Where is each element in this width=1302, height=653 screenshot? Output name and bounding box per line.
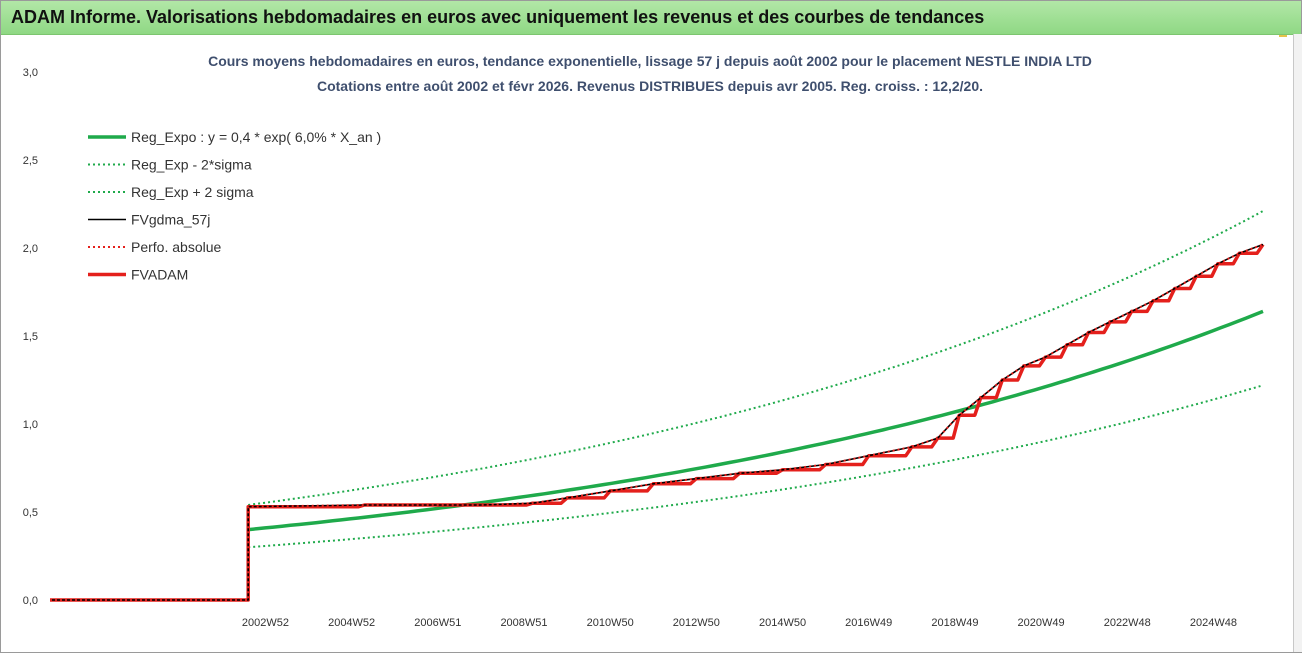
window-title: ADAM Informe. Valorisations hebdomadaire…	[11, 7, 985, 27]
y-tick-label: 1,0	[23, 419, 38, 431]
y-tick-label: 3,0	[23, 67, 38, 79]
series-line-5	[50, 243, 1265, 602]
legend-label: Reg_Expo : y = 0,4 * exp( 6,0% * X_an )	[131, 129, 381, 145]
legend-label: Reg_Exp + 2 sigma	[131, 184, 254, 200]
x-tick-label: 2020W49	[1018, 617, 1065, 629]
x-tick-label: 2010W50	[587, 617, 634, 629]
chart-area: Cours moyens hebdomadaires en euros, ten…	[23, 53, 1265, 629]
y-tick-label: 2,0	[23, 243, 38, 255]
x-tick-label: 2012W50	[673, 617, 720, 629]
corner-marker	[1279, 35, 1287, 37]
x-tick-label: 2008W51	[500, 617, 547, 629]
legend-label: Reg_Exp - 2*sigma	[131, 157, 252, 173]
series-line-1	[248, 384, 1264, 549]
x-tick-label: 2002W52	[242, 617, 289, 629]
y-tick-label: 1,5	[23, 331, 38, 343]
scrollbar-strip[interactable]	[1293, 34, 1302, 652]
chart-title-line-1: Cours moyens hebdomadaires en euros, ten…	[208, 53, 1092, 69]
x-tick-label: 2004W52	[328, 617, 375, 629]
title-bar: ADAM Informe. Valorisations hebdomadaire…	[1, 1, 1301, 35]
legend-label: Perfo. absolue	[131, 239, 221, 255]
y-axis: 0,0 0,5 1,0 1,5 2,0 2,5 3,0	[23, 67, 38, 607]
y-tick-label: 2,5	[23, 155, 38, 167]
legend: Reg_Expo : y = 0,4 * exp( 6,0% * X_an ) R…	[88, 129, 381, 283]
x-axis: 2002W52 2004W52 2006W51 2008W51 2010W50 2012W…	[242, 617, 1237, 629]
x-tick-label: 2024W48	[1190, 617, 1237, 629]
legend-label: FVADAM	[131, 267, 188, 283]
legend-label: FVgdma_57j	[131, 212, 210, 228]
series-layer	[50, 210, 1265, 602]
chart-title-line-2: Cotations entre août 2002 et févr 2026. …	[317, 78, 983, 94]
series-line-4	[50, 243, 1264, 601]
x-tick-label: 2018W49	[931, 617, 978, 629]
y-tick-label: 0,0	[23, 595, 38, 607]
y-tick-label: 0,5	[23, 507, 38, 519]
x-tick-label: 2016W49	[845, 617, 892, 629]
series-line-0	[248, 309, 1264, 532]
x-tick-label: 2022W48	[1104, 617, 1151, 629]
series-line-2	[248, 210, 1264, 506]
x-tick-label: 2014W50	[759, 617, 806, 629]
x-tick-label: 2006W51	[414, 617, 461, 629]
